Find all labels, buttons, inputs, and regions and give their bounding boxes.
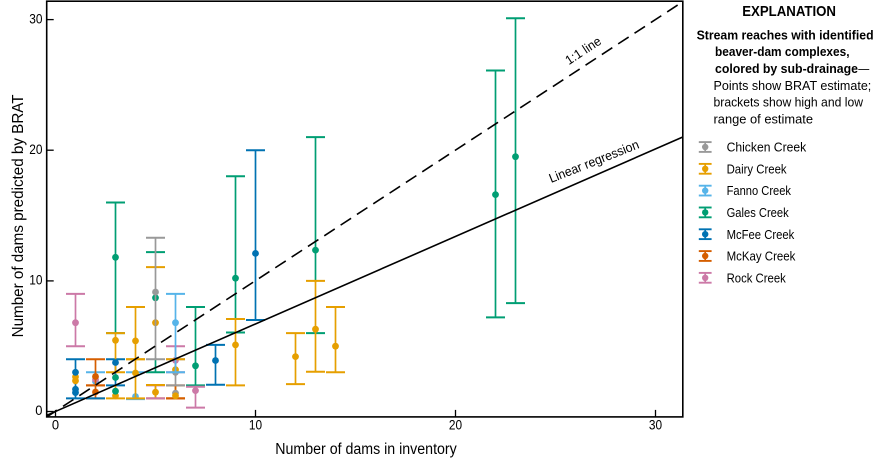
svg-text:1:1 line: 1:1 line [562, 33, 604, 67]
svg-text:Dairy Creek: Dairy Creek [727, 161, 787, 176]
svg-text:Number of dams predicted by BR: Number of dams predicted by BRAT [10, 94, 27, 337]
svg-text:0: 0 [35, 403, 43, 418]
svg-text:range of estimate: range of estimate [714, 111, 814, 126]
svg-text:30: 30 [29, 11, 43, 26]
svg-text:20: 20 [449, 417, 463, 432]
svg-text:Gales Creek: Gales Creek [727, 205, 790, 220]
svg-text:McFee Creek: McFee Creek [727, 227, 795, 242]
svg-text:—: — [858, 61, 869, 76]
svg-text:10: 10 [29, 273, 43, 288]
svg-text:colored by sub-drainage: colored by sub-drainage [715, 61, 858, 76]
svg-text:EXPLANATION: EXPLANATION [742, 4, 836, 20]
svg-text:Rock Creek: Rock Creek [727, 270, 787, 285]
svg-text:McKay Creek: McKay Creek [727, 249, 796, 264]
svg-text:30: 30 [649, 417, 663, 432]
svg-text:beaver-dam complexes,: beaver-dam complexes, [715, 44, 850, 59]
svg-text:Number of dams in inventory: Number of dams in inventory [275, 441, 457, 458]
svg-text:10: 10 [249, 417, 263, 432]
svg-text:Fanno Creek: Fanno Creek [727, 183, 792, 198]
svg-text:20: 20 [29, 142, 43, 157]
svg-text:Stream reaches with identified: Stream reaches with identified [697, 27, 874, 42]
svg-text:brackets show high and low: brackets show high and low [714, 95, 864, 110]
svg-text:0: 0 [52, 417, 60, 432]
svg-text:Chicken Creek: Chicken Creek [727, 140, 807, 155]
svg-text:Points show BRAT estimate;: Points show BRAT estimate; [714, 78, 872, 93]
